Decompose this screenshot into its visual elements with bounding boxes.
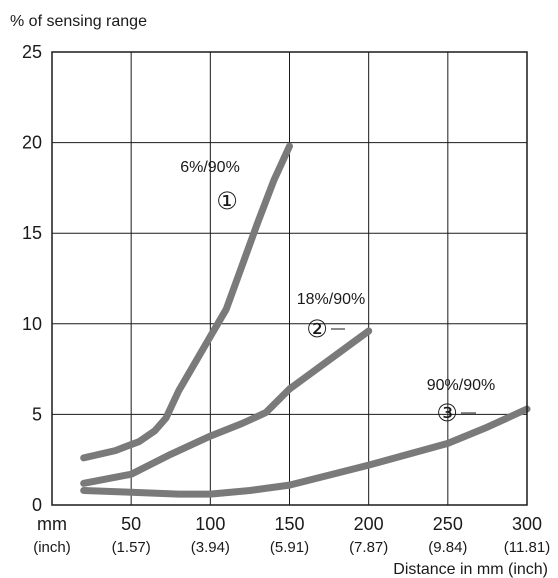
- series-line-2: [80, 327, 373, 487]
- y-tick-label: 25: [22, 42, 42, 62]
- curve-annotations: 6%/90% ① 18%/90% ② 90%/90% ③: [180, 159, 495, 427]
- y-tick-label: 0: [32, 495, 42, 515]
- x-unit-label: mm: [37, 514, 67, 534]
- x-tick-label: 300: [512, 514, 542, 534]
- series-marker-2: ②: [306, 315, 328, 343]
- x-tick-label: 200: [354, 514, 384, 534]
- y-tick-label: 15: [22, 223, 42, 243]
- x-tick-sublabel: (7.87): [349, 539, 388, 556]
- y-tick-label: 10: [22, 314, 42, 334]
- x-axis-label: Distance in mm (inch): [393, 561, 548, 578]
- y-tick-label: 20: [22, 133, 42, 153]
- series-marker-1: ①: [216, 187, 238, 215]
- grid-lines: [52, 52, 527, 505]
- x-tick-label: 150: [274, 514, 304, 534]
- x-tick-label: 250: [433, 514, 463, 534]
- x-tick-sublabel: (1.57): [112, 539, 151, 556]
- x-tick-sublabel: (5.91): [270, 539, 309, 556]
- x-tick-sublabel: (9.84): [428, 539, 467, 556]
- series-label-3: 90%/90%: [427, 377, 496, 394]
- x-tick-sublabel: (3.94): [191, 539, 230, 556]
- tick-labels: 0 5 10 15 20 25 50 (1.57) 100 (3.94) 150 (5.91) 200 (…: [22, 42, 550, 556]
- x-tick-sublabel: (11.81): [504, 539, 550, 556]
- series-line-3: [80, 405, 531, 498]
- plot-frame: [51, 51, 528, 506]
- series-line-1: [80, 142, 293, 462]
- y-tick-label: 5: [32, 404, 42, 424]
- curves: [80, 142, 531, 498]
- x-tick-label: 100: [195, 514, 225, 534]
- series-marker-3: ③: [436, 399, 458, 427]
- x-tick-label: 50: [121, 514, 141, 534]
- y-axis-label: % of sensing range: [10, 13, 147, 30]
- series-label-1: 6%/90%: [180, 159, 240, 176]
- x-unit-sublabel: (inch): [33, 539, 71, 556]
- series-label-2: 18%/90%: [297, 291, 366, 308]
